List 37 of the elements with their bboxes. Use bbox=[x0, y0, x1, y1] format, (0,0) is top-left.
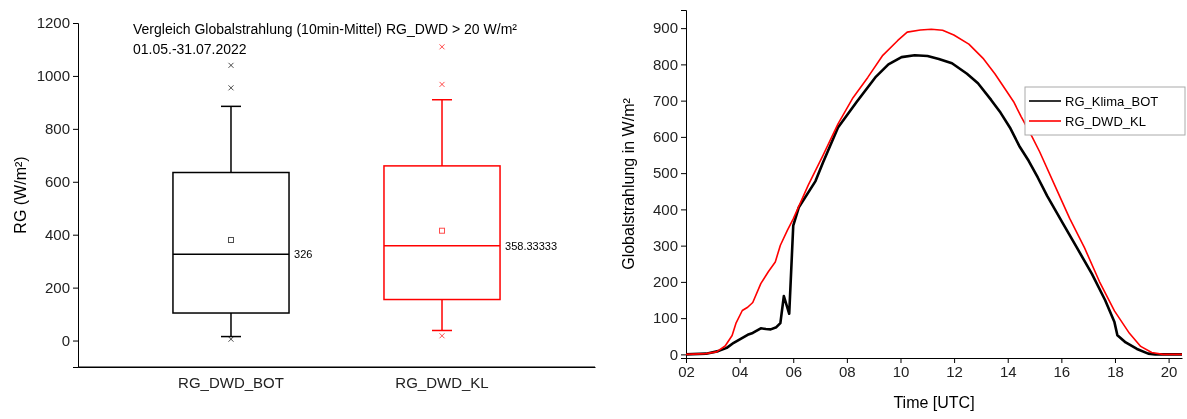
y-tick-label: 700 bbox=[652, 91, 678, 109]
y-tick-label: 300 bbox=[652, 236, 678, 254]
x-tick-label: 16 bbox=[1053, 362, 1071, 380]
y-tick-label: 800 bbox=[652, 55, 678, 73]
y-tick-label: 600 bbox=[44, 173, 70, 191]
text: 01.05.-31.07.2022 bbox=[133, 41, 247, 57]
x-tick-label: RG_DWD_BOT bbox=[178, 374, 284, 391]
x-tick-label: 10 bbox=[892, 362, 910, 380]
y-tick-label: 600 bbox=[652, 128, 678, 146]
y-tick-label: 1200 bbox=[36, 14, 70, 32]
legend-label: RG_DWD_KL bbox=[1065, 113, 1146, 129]
y-tick-label: 900 bbox=[652, 19, 678, 37]
y-tick-label: 200 bbox=[44, 278, 70, 296]
y-tick-label: 500 bbox=[652, 164, 678, 182]
chart-title: Vergleich Globalstrahlung (10min-Mittel) RG_DWD > 20 W/m² bbox=[133, 21, 518, 37]
x-axis-title: Time [UTC] bbox=[893, 394, 975, 411]
x-tick-label: 14 bbox=[999, 362, 1017, 380]
x-tick-label: 12 bbox=[946, 362, 963, 380]
y-tick-label: 0 bbox=[669, 345, 678, 363]
y-tick-label: 1000 bbox=[36, 67, 70, 85]
x-tick-label: 02 bbox=[678, 362, 695, 380]
y-tick-label: 400 bbox=[652, 200, 678, 218]
x-tick-label: 18 bbox=[1107, 362, 1124, 380]
x-tick-label: 20 bbox=[1160, 362, 1178, 380]
x-tick-label: 08 bbox=[839, 362, 856, 380]
y-tick-label: 400 bbox=[44, 225, 70, 243]
y-tick-label: 100 bbox=[652, 309, 678, 327]
y-tick-label: 200 bbox=[652, 273, 678, 291]
annotation: 326 bbox=[294, 248, 313, 261]
x-tick-label: 06 bbox=[785, 362, 803, 380]
x-tick-label: 04 bbox=[731, 362, 749, 380]
y-axis-title: Globalstrahlung in W/m² bbox=[620, 97, 637, 270]
annotation: 358.33333 bbox=[505, 239, 558, 252]
y-tick-label: 800 bbox=[44, 120, 70, 138]
y-axis-title: RG (W/m²) bbox=[12, 156, 29, 234]
legend-label: RG_Klima_BOT bbox=[1065, 93, 1159, 109]
y-tick-label: 0 bbox=[61, 331, 70, 349]
